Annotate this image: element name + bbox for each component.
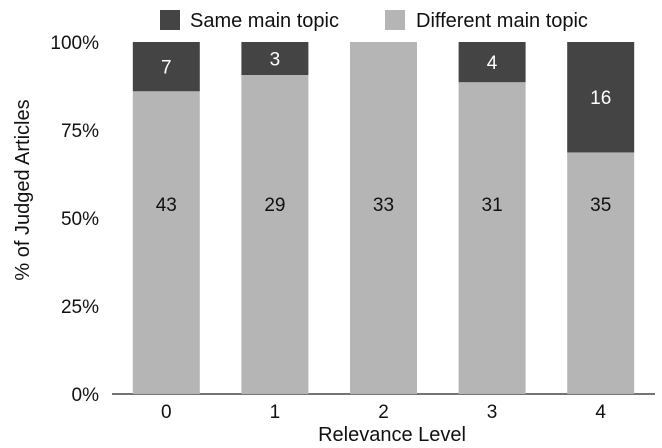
data-label-same-main-topic: 4 xyxy=(487,53,498,74)
bar-different-main-topic xyxy=(132,91,200,394)
bar-different-main-topic xyxy=(350,42,417,394)
y-tick-label: 25% xyxy=(61,297,99,318)
y-tick-label: 0% xyxy=(72,385,100,406)
y-tick-label: 75% xyxy=(61,121,99,142)
y-tick-label: 50% xyxy=(61,209,99,230)
x-tick-label: 4 xyxy=(595,402,606,423)
x-tick-label: 3 xyxy=(487,402,498,423)
bar-different-main-topic xyxy=(458,82,526,394)
legend-label: Same main topic xyxy=(190,10,339,32)
data-label-same-main-topic: 7 xyxy=(161,58,172,79)
data-label-different-main-topic: 43 xyxy=(156,195,177,216)
bar-same-main-topic xyxy=(458,42,526,83)
x-tick-label: 0 xyxy=(161,402,172,423)
legend-swatch xyxy=(385,10,405,30)
bar-same-main-topic xyxy=(132,42,200,92)
x-axis: 0 1 2 3 4 xyxy=(112,393,655,423)
bar-same-main-topic xyxy=(567,42,635,153)
x-tick-label: 1 xyxy=(270,402,281,423)
y-axis: 0% 25% 50% 75% 100% xyxy=(50,33,99,406)
bar-same-main-topic xyxy=(241,42,309,75)
data-label-different-main-topic: 31 xyxy=(482,195,503,216)
legend: Same main topic Different main topic xyxy=(160,10,588,32)
data-label-different-main-topic: 35 xyxy=(590,195,611,216)
x-tick-label: 2 xyxy=(378,402,389,423)
bar-different-main-topic xyxy=(567,152,635,394)
legend-swatch xyxy=(160,10,180,30)
x-axis-title: Relevance Level xyxy=(318,424,466,446)
data-label-same-main-topic: 3 xyxy=(270,50,281,71)
data-label-same-main-topic: 16 xyxy=(590,88,611,109)
y-tick-label: 100% xyxy=(50,33,99,54)
data-label-different-main-topic: 29 xyxy=(264,195,285,216)
bars xyxy=(132,42,635,394)
bar-different-main-topic xyxy=(241,75,309,394)
legend-label: Different main topic xyxy=(416,10,588,32)
data-label-different-main-topic: 33 xyxy=(373,195,394,216)
y-axis-title: % of Judged Articles xyxy=(12,99,34,280)
